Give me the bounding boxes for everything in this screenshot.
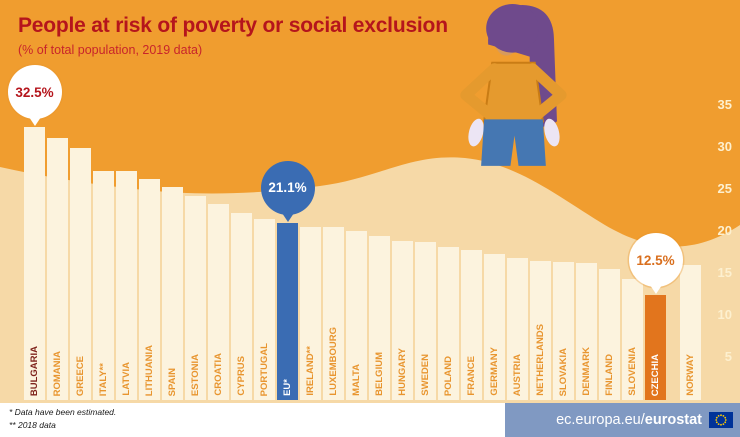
footnotes: * Data have been estimated. ** 2018 data [0,403,505,437]
bar-norway: NORWAY [680,264,701,400]
bar-ireland: IRELAND** [300,226,321,400]
bar-label: DENMARK [581,347,592,396]
bar-spain: SPAIN [162,187,183,400]
bar-portugal: PORTUGAL [254,218,275,400]
callout-eu: 21.1% [260,160,315,222]
y-tick-5: 5 [724,349,732,364]
bar-label: GREECE [75,355,86,396]
bar-greece: GREECE [70,148,91,400]
bar-eu: EU* [277,222,298,400]
bar-france: FRANCE [461,249,482,400]
bar-label: EU* [282,379,293,396]
bar-label: SLOVENIA [627,347,638,396]
bar-lithuania: LITHUANIA [139,179,160,400]
bar-label: ESTONIA [190,353,201,396]
bar-belgium: BELGIUM [369,236,390,400]
eurostat-banner: ec.europa.eu/eurostat [505,403,740,437]
bar-slovakia: SLOVAKIA [553,262,574,400]
y-tick-35: 35 [717,97,732,112]
bar-poland: POLAND [438,247,459,400]
bar-label: CZECHIA [650,353,661,396]
y-tick-20: 20 [717,223,732,238]
bar-germany: GERMANY [484,253,505,400]
bar-finland: FINLAND [599,268,620,400]
callout-bulgaria: 32.5% [7,65,62,126]
bar-label: ITALY** [98,362,109,396]
person-empty-pockets-illustration [460,4,567,166]
bar-italy: ITALY** [93,170,114,400]
footnote-2018: ** 2018 data [9,419,56,430]
callout-value: 21.1% [268,180,307,196]
bar-label: AUSTRIA [512,353,523,396]
bar-label: IRELAND** [305,346,316,396]
y-axis: 35 30 25 20 15 10 5 [698,0,732,437]
bar-romania: ROMANIA [47,137,68,400]
bar-label: ROMANIA [52,350,63,396]
bar-label: MALTA [351,364,362,396]
chart-header: People at risk of poverty or social excl… [18,14,448,57]
page-title: People at risk of poverty or social excl… [18,14,448,37]
bar-label: BELGIUM [374,352,385,396]
eurostat-url-prefix: ec.europa.eu/ [556,412,645,428]
bar-label: SWEDEN [420,354,431,396]
bar-label: CROATIA [213,353,224,396]
bar-label: LATVIA [121,362,132,396]
bar-label: NETHERLANDS [535,324,546,396]
callout-value: 32.5% [15,84,54,100]
bar-chart: BULGARIA ROMANIA GREECE ITALY** LATVIA LITHUA… [24,127,701,400]
y-tick-30: 30 [717,139,732,154]
bar-label: LUXEMBOURG [328,327,339,396]
bar-label: FRANCE [466,356,477,396]
bar-latvia: LATVIA [116,170,137,400]
bar-label: CYPRUS [236,356,247,396]
bar-slovenia: SLOVENIA [622,279,643,400]
bar-label: PORTUGAL [259,342,270,396]
bar-label: BULGARIA [29,345,40,396]
bar-malta: MALTA [346,231,367,400]
footer: * Data have been estimated. ** 2018 data… [0,403,740,437]
bar-label: NORWAY [685,354,696,396]
eurostat-url-bold: eurostat [644,412,702,428]
bar-czechia: CZECHIA [645,295,666,400]
bar-label: LITHUANIA [144,344,155,396]
callout-pointer [281,212,294,222]
bar-label: HUNGARY [397,348,408,396]
bar-sweden: SWEDEN [415,242,436,400]
bar-croatia: CROATIA [208,204,229,400]
bar-hungary: HUNGARY [392,241,413,400]
bar-bulgaria: BULGARIA [24,127,45,400]
bar-label: FINLAND [604,354,615,396]
y-tick-10: 10 [717,307,732,322]
callout-pointer [649,285,662,294]
callout-pointer [28,117,41,126]
bar-luxembourg: LUXEMBOURG [323,226,344,400]
y-tick-25: 25 [717,181,732,196]
eu-flag-icon [709,412,733,428]
bar-denmark: DENMARK [576,263,597,400]
bar-cyprus: CYPRUS [231,212,252,400]
bar-label: POLAND [443,355,454,396]
bar-label: SPAIN [167,367,178,396]
bar-netherlands: NETHERLANDS [530,261,551,400]
callout-value: 12.5% [636,252,675,268]
callout-czechia: 12.5% [628,233,683,294]
bar-label: GERMANY [489,347,500,396]
footnote-estimated: * Data have been estimated. [9,407,117,417]
page-subtitle: (% of total population, 2019 data) [18,43,203,57]
bar-label: SLOVAKIA [558,347,569,396]
y-tick-15: 15 [717,265,732,280]
bar-austria: AUSTRIA [507,258,528,400]
bar-estonia: ESTONIA [185,195,206,400]
